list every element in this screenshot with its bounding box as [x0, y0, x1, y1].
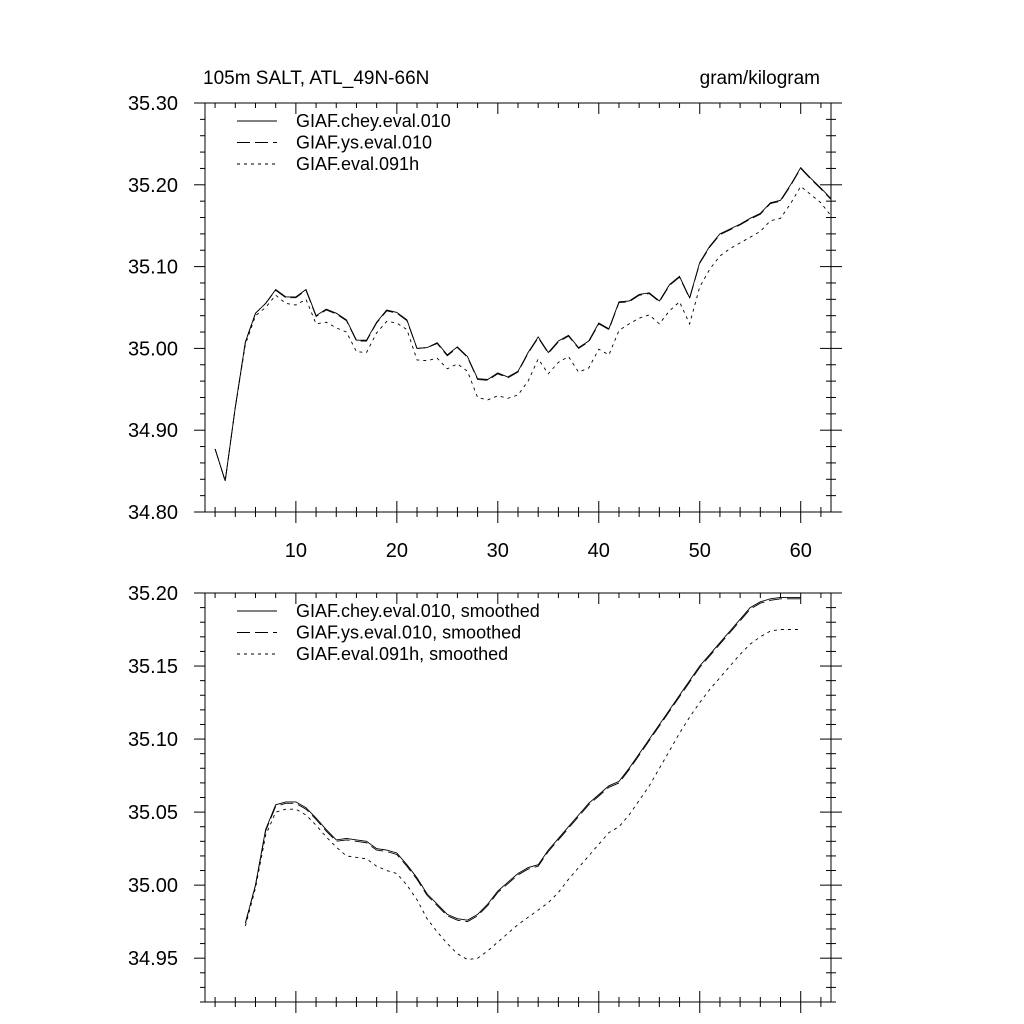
legend-top-panel: GIAF.chey.eval.010GIAF.ys.eval.010GIAF.e… [237, 111, 451, 174]
y-tick-label: 35.30 [128, 93, 178, 115]
x-tick-label: 60 [790, 540, 812, 562]
x-tick-label: 30 [487, 540, 509, 562]
axis-ticks-top-panel: 10 20 30 40 50 60 34.80 34.90 35.00 35.10 35.20 35.… [128, 93, 842, 562]
x-tick-label: 20 [386, 540, 408, 562]
y-tick-label: 34.95 [128, 948, 178, 970]
legend-label: GIAF.eval.091h [296, 154, 419, 174]
y-tick-label: 35.05 [128, 802, 178, 824]
y-tick-label: 34.90 [128, 420, 178, 442]
series-lines-top-panel [214, 166, 832, 482]
chart-title: 105m SALT, ATL_49N-66N [203, 68, 429, 89]
series-line-dot [244, 629, 801, 961]
y-tick-label: 35.00 [128, 338, 178, 360]
legend-label: GIAF.chey.eval.010 [296, 111, 451, 131]
axis-ticks-bottom-panel: 34.95 35.00 35.05 35.10 35.15 35.20 [128, 583, 842, 1013]
y-tick-label: 35.00 [128, 875, 178, 897]
series-line-dot [214, 185, 832, 482]
legend-bottom-panel: GIAF.chey.eval.010, smoothedGIAF.ys.eval… [237, 601, 540, 664]
y-tick-label: 35.20 [128, 175, 178, 197]
y-tick-label: 34.80 [128, 502, 178, 524]
x-tick-label: 10 [285, 540, 307, 562]
series-lines-bottom-panel [244, 596, 801, 961]
legend-label: GIAF.ys.eval.010, smoothed [296, 623, 521, 643]
x-tick-label: 50 [689, 540, 711, 562]
legend-label: GIAF.eval.091h, smoothed [296, 644, 508, 664]
y-tick-label: 35.10 [128, 729, 178, 751]
legend-label: GIAF.chey.eval.010, smoothed [296, 601, 540, 621]
y-tick-label: 35.10 [128, 257, 178, 279]
series-line-solid [214, 166, 832, 482]
bottom-panel: 34.95 35.00 35.05 35.10 35.15 35.20 GIAF.chey… [128, 583, 842, 1013]
series-line-solid [244, 596, 801, 924]
y-tick-label: 35.15 [128, 656, 178, 678]
legend-label: GIAF.ys.eval.010 [296, 133, 432, 153]
y-tick-label: 35.20 [128, 583, 178, 605]
x-tick-label: 40 [588, 540, 610, 562]
series-line-long-dash [214, 167, 832, 482]
units-label: gram/kilogram [700, 68, 820, 89]
top-panel: 105m SALT, ATL_49N-66N gram/kilogram 10 2… [128, 68, 842, 562]
series-line-long-dash [244, 598, 801, 924]
